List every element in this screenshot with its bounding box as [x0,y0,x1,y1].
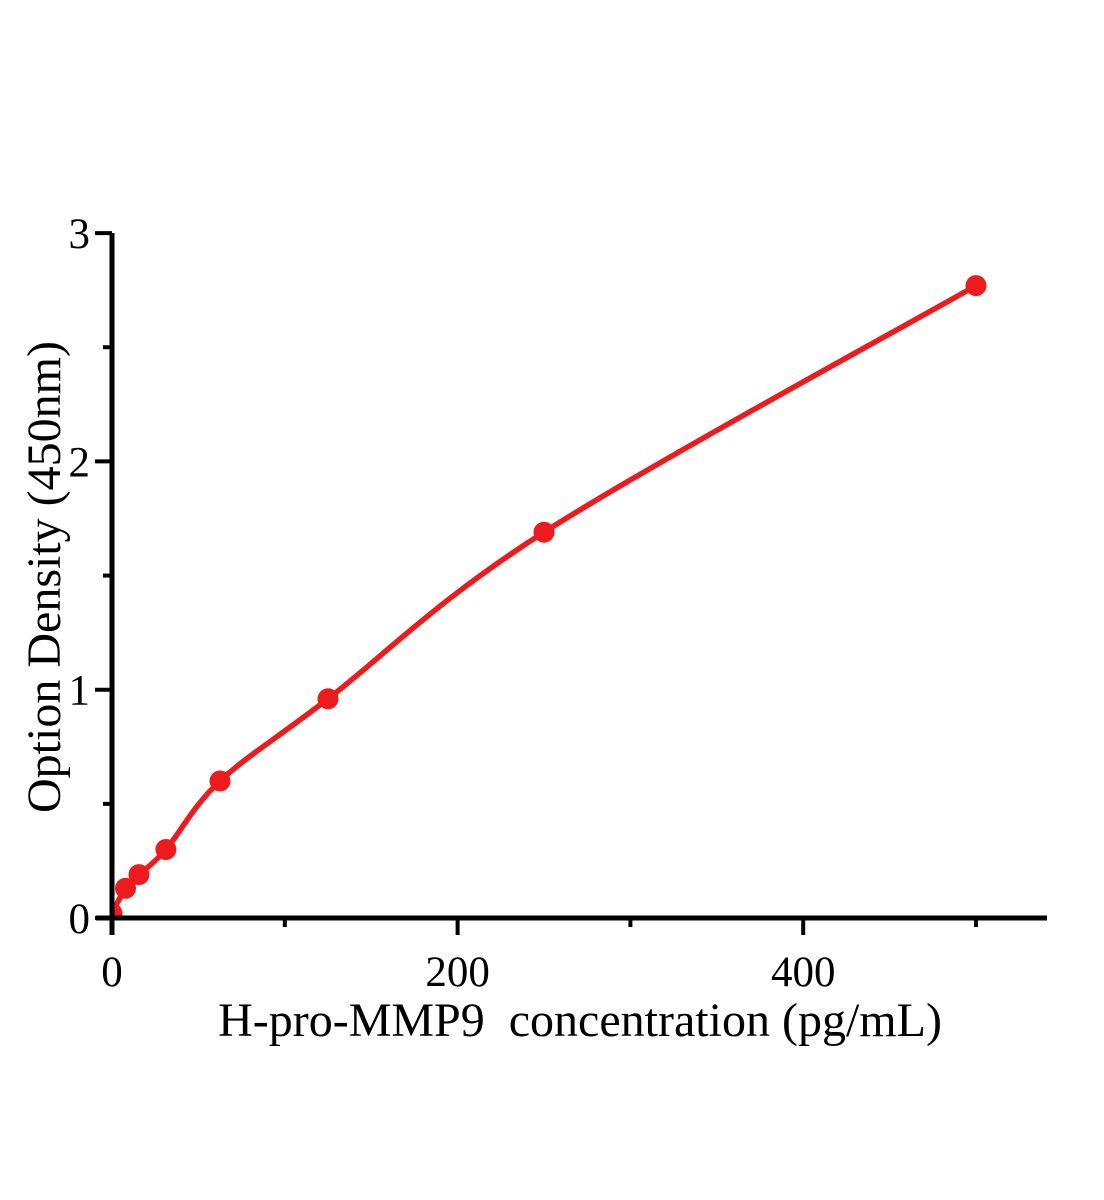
y-axis-tick-label: 0 [69,896,91,943]
data-point-marker [128,864,150,886]
y-axis-tick-label: 1 [69,668,91,715]
series-group [114,275,987,916]
y-axis-tick-label: 3 [69,211,91,258]
x-axis-title: H-pro-MMP9 concentration (pg/mL) [218,994,942,1047]
x-axis-tick-label: 0 [101,949,123,996]
data-point-marker [115,877,136,899]
y-axis-title: Option Density (450nm) [18,341,71,813]
x-axis-tick-label: 400 [771,949,836,996]
standard-curve-line [114,282,979,915]
data-point-marker [114,903,123,916]
plot-area: 0 200 400 0 1 2 3 [69,211,1047,996]
data-point-marker [155,839,177,860]
data-point-marker [209,770,231,792]
data-point-marker [965,275,987,297]
x-axis-tick-label: 200 [425,949,490,996]
data-point-marker [533,521,555,543]
y-axis-tick-label: 2 [69,439,91,486]
data-point-marker [317,688,339,710]
